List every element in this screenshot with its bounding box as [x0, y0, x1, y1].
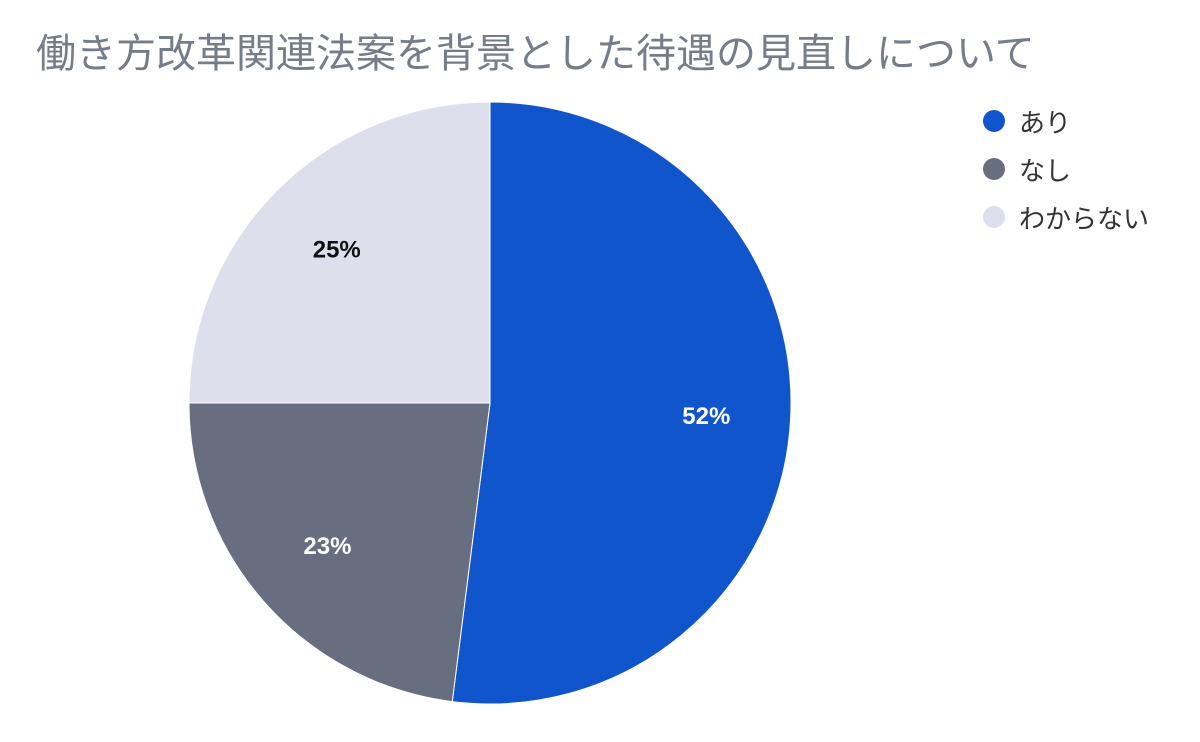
legend-label-nashi: なし — [1019, 156, 1072, 187]
slice-label-ari: 52% — [682, 403, 730, 430]
legend: あり なし わからない — [983, 97, 1149, 241]
legend-swatch-ari — [983, 110, 1005, 132]
legend-item-ari[interactable]: あり — [983, 97, 1149, 145]
chart-title: 働き方改革関連法案を背景とした待遇の見直しについて — [36, 31, 1035, 77]
legend-label-wakaranai: わからない — [1019, 204, 1150, 235]
legend-swatch-wakaranai — [983, 206, 1005, 228]
slice-label-nashi: 23% — [303, 533, 351, 560]
legend-item-wakaranai[interactable]: わからない — [983, 193, 1149, 241]
legend-swatch-nashi — [983, 158, 1005, 180]
pie-slice-wakaranai[interactable] — [188, 101, 491, 404]
pie-slice-ari[interactable] — [451, 101, 792, 705]
pie-slice-nashi[interactable] — [188, 402, 491, 703]
legend-item-nashi[interactable]: なし — [983, 145, 1149, 193]
slice-label-wakaranai: 25% — [313, 236, 361, 263]
legend-label-ari: あり — [1019, 108, 1072, 139]
